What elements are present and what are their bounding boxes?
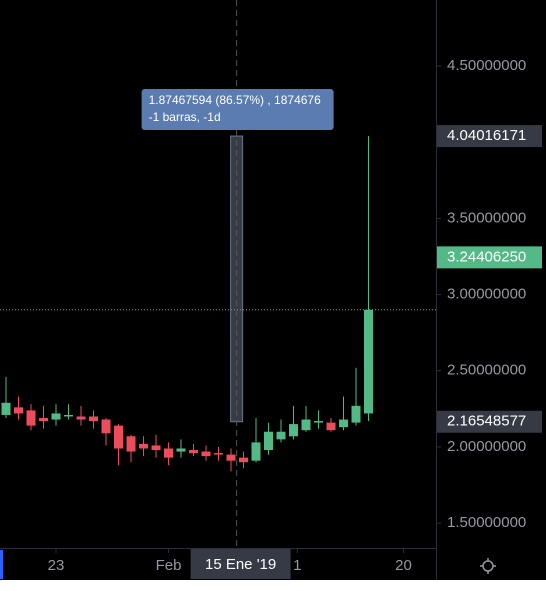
price-label: 4.04016171 [447,127,526,144]
gear-teeth[interactable] [480,558,496,574]
candle-body [189,450,198,454]
candle-body [89,416,98,422]
x-tick-label: Feb [156,557,182,574]
candle-body [76,416,86,420]
settings-icon[interactable] [480,558,496,574]
measure-box [230,135,244,423]
price-label-bg [437,246,542,269]
candle-body [151,445,161,451]
candle-body [126,436,136,452]
measure-tooltip [141,89,334,131]
candle-body [26,410,36,426]
candle-body [339,419,348,428]
y-tick-label: 1.50000000 [447,514,526,531]
y-tick-label: 2.00000000 [447,438,526,455]
candle-body [201,451,211,457]
price-label: 3.24406250 [447,248,526,265]
candle-body [14,407,23,414]
candle-body [301,419,311,431]
candle-body [264,431,273,451]
y-tick-label: 3.50000000 [447,209,526,226]
y-tick-label: 2.50000000 [447,362,526,379]
crosshair-label: 15 Ene '19 [205,556,276,573]
candle-body [176,448,186,452]
candle-body [351,405,361,423]
x-tick-label: 23 [48,557,65,574]
candle-body [314,421,323,423]
x-tick-label: 20 [395,557,412,574]
price-label: 2.16548577 [447,413,526,430]
candle-body [1,402,11,415]
crosshair-label-bg [190,549,291,579]
candle-body [326,422,336,431]
price-label-bg [437,410,542,433]
candle-body [289,424,298,437]
x-tick-label: 1 [293,557,301,574]
candle-body [214,453,223,455]
price-label-bg [437,125,542,148]
measure-text: -1 barras, -1d [149,110,221,124]
candle-body [164,448,173,458]
scroll-marker [0,550,3,579]
candle-body [239,457,248,463]
candle-body [101,419,111,434]
measure-text: 1.87467594 (86.57%) , 1874676 [149,93,321,107]
candle-body [251,442,261,461]
y-tick-label: 4.50000000 [447,57,526,74]
candle-body [39,418,48,422]
y-tick-label: 3.00000000 [447,286,526,303]
candle-body [276,431,286,440]
candle-body [51,413,61,420]
candle-body [226,454,236,461]
candle-body [364,309,373,414]
candle-body [64,414,73,417]
candle-body [114,425,123,449]
candle-body [139,443,148,449]
